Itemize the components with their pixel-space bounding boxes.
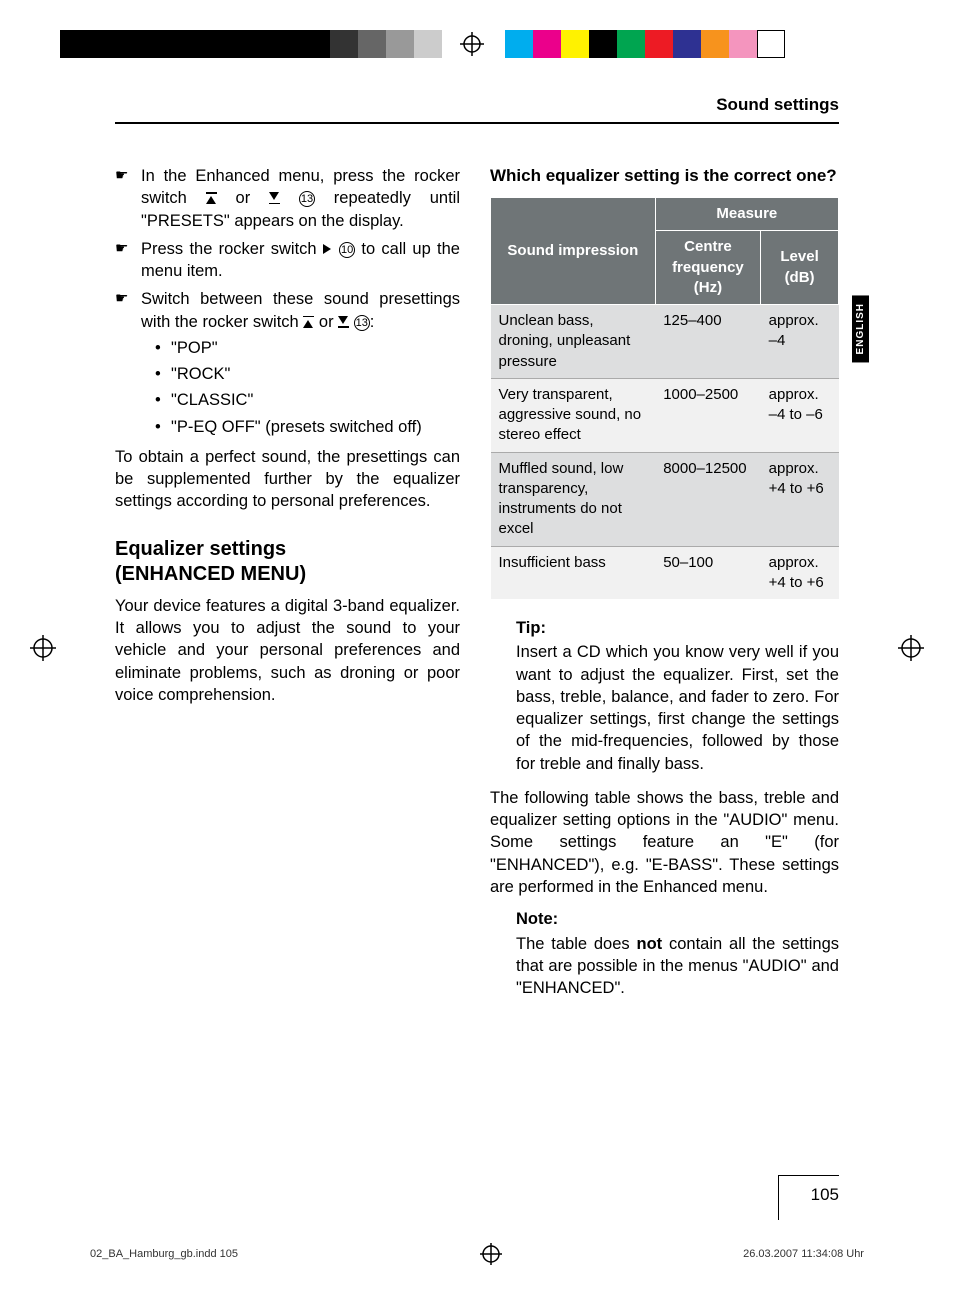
table-cell: approx. +4 to +6: [761, 452, 839, 546]
footer-right: 26.03.2007 11:34:08 Uhr: [743, 1248, 864, 1260]
step-text: [280, 189, 299, 207]
gray-swatch: [414, 30, 442, 58]
color-swatch: [561, 30, 589, 58]
th-measure: Measure: [655, 198, 838, 231]
table-cell: Unclean bass, droning, unpleasant pressu…: [491, 305, 656, 379]
step-1: In the Enhanced menu, press the rocker s…: [115, 165, 460, 232]
note-text-pre: The table does: [516, 935, 637, 953]
step-2: Press the rocker switch 10 to call up th…: [115, 238, 460, 283]
preset-item: "ROCK": [155, 363, 460, 385]
registration-mark-right: [898, 635, 924, 661]
print-footer: 02_BA_Hamburg_gb.indd 105 26.03.2007 11:…: [90, 1243, 864, 1265]
table-row: Muffled sound, low transparency, instrum…: [491, 452, 839, 546]
note-text-bold: not: [637, 935, 663, 953]
gray-swatch: [386, 30, 414, 58]
color-swatch: [589, 30, 617, 58]
color-swatch: [617, 30, 645, 58]
table-cell: approx. –4 to –6: [761, 378, 839, 452]
color-swatch: [757, 30, 785, 58]
table-row: Unclean bass, droning, unpleasant pressu…: [491, 305, 839, 379]
gray-swatch: [358, 30, 386, 58]
note-body: The table does not contain all the setti…: [516, 933, 839, 1000]
table-cell: Very transparent, aggressive sound, no s…: [491, 378, 656, 452]
table-cell: Insufficient bass: [491, 546, 656, 599]
table-cell: 50–100: [655, 546, 760, 599]
color-swatch: [505, 30, 533, 58]
preset-item: "POP": [155, 337, 460, 359]
section-heading: Equalizer settings (ENHANCED MENU): [115, 537, 460, 587]
step-text: :: [370, 313, 375, 331]
ref-circle: 13: [354, 315, 370, 331]
color-swatch: [729, 30, 757, 58]
page-number: 105: [811, 1185, 839, 1205]
preset-item: "P-EQ OFF" (presets switched off): [155, 416, 460, 438]
page-rule-horizontal: [779, 1175, 839, 1176]
presets-sublist: "POP" "ROCK" "CLASSIC" "P-EQ OFF" (presets …: [155, 337, 460, 438]
section-heading-line1: Equalizer settings: [115, 538, 286, 560]
th-centre-freq: Centre frequency (Hz): [655, 231, 760, 305]
right-arrow-icon: [323, 244, 333, 255]
left-column: In the Enhanced menu, press the rocker s…: [115, 165, 460, 999]
tip-label: Tip:: [516, 617, 839, 639]
black-bar: [60, 30, 330, 58]
gray-swatch: [330, 30, 358, 58]
eq-intro-paragraph: Your device features a digital 3-band eq…: [115, 595, 460, 706]
registration-mark-bottom: [480, 1243, 502, 1265]
step-text: or: [314, 313, 338, 331]
after-presets-paragraph: To obtain a perfect sound, the presettin…: [115, 446, 460, 513]
color-swatch: [533, 30, 561, 58]
tip-body: Insert a CD which you know very well if …: [516, 641, 839, 775]
down-arrow-icon: [338, 316, 349, 328]
step-3: Switch between these sound presettings w…: [115, 288, 460, 438]
color-swatch: [673, 30, 701, 58]
steps-list: In the Enhanced menu, press the rocker s…: [115, 165, 460, 438]
table-cell: 8000–12500: [655, 452, 760, 546]
note-block: Note: The table does not contain all the…: [490, 908, 839, 999]
color-strip: [505, 30, 785, 58]
table-cell: approx. +4 to +6: [761, 546, 839, 599]
page-header-title: Sound settings: [716, 95, 839, 115]
down-arrow-icon: [269, 192, 280, 204]
page-rule-vertical: [778, 1175, 779, 1220]
header-rule: [115, 122, 839, 124]
preset-item: "CLASSIC": [155, 389, 460, 411]
table-cell: approx. –4: [761, 305, 839, 379]
tip-block: Tip: Insert a CD which you know very wel…: [490, 617, 839, 775]
content-area: In the Enhanced menu, press the rocker s…: [115, 165, 839, 999]
table-cell: Muffled sound, low transparency, instrum…: [491, 452, 656, 546]
registration-mark-left: [30, 635, 56, 661]
printer-marks-top: [0, 30, 954, 60]
th-sound-impression: Sound impression: [491, 198, 656, 305]
step-text: or: [217, 189, 269, 207]
table-cell: 125–400: [655, 305, 760, 379]
section-heading-line2: (ENHANCED MENU): [115, 563, 306, 585]
ref-circle: 13: [299, 191, 315, 207]
th-level: Level (dB): [761, 231, 839, 305]
up-arrow-icon: [206, 192, 217, 204]
footer-left: 02_BA_Hamburg_gb.indd 105: [90, 1248, 238, 1260]
table-row: Very transparent, aggressive sound, no s…: [491, 378, 839, 452]
color-swatch: [701, 30, 729, 58]
table-cell: 1000–2500: [655, 378, 760, 452]
registration-mark-top: [460, 32, 484, 56]
step-text: Press the rocker switch: [141, 240, 323, 258]
language-tab: ENGLISH: [852, 295, 869, 362]
color-swatch: [645, 30, 673, 58]
equalizer-table: Sound impression Measure Centre frequenc…: [490, 197, 839, 599]
step-text: Switch between these sound presettings w…: [141, 290, 460, 330]
up-arrow-icon: [303, 316, 314, 328]
table-row: Insufficient bass50–100approx. +4 to +6: [491, 546, 839, 599]
ref-circle: 10: [339, 242, 355, 258]
right-column: Which equalizer setting is the correct o…: [490, 165, 839, 999]
note-label: Note:: [516, 908, 839, 930]
after-tip-paragraph: The following table shows the bass, treb…: [490, 787, 839, 898]
question-heading: Which equalizer setting is the correct o…: [490, 165, 839, 187]
